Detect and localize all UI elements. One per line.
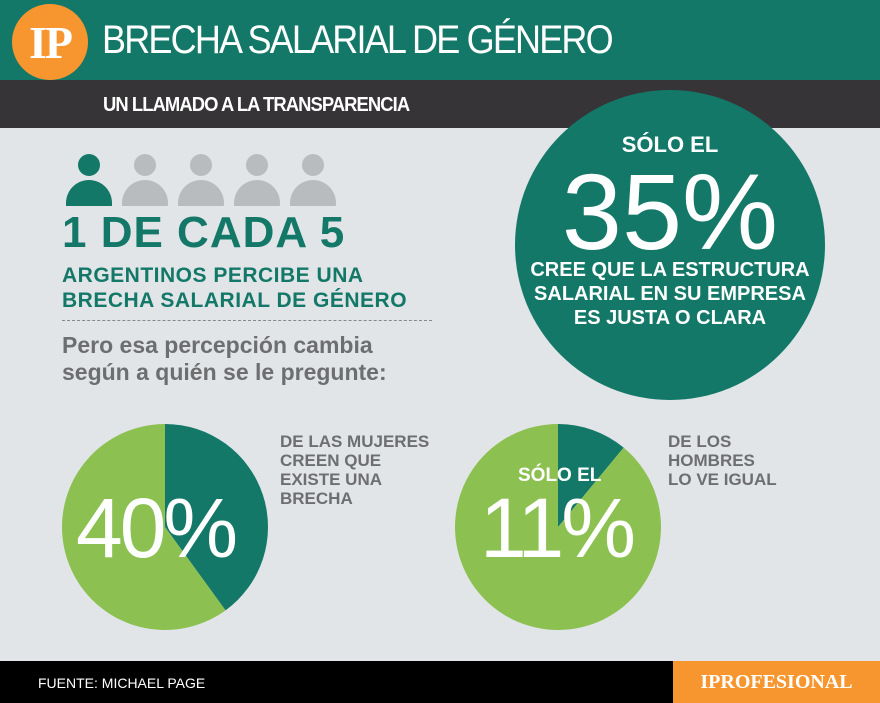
caption-line: CREEN QUE — [280, 451, 382, 470]
pie-men-prefix: SÓLO EL — [518, 465, 602, 486]
pie-women-label: 40% — [76, 481, 238, 575]
pie-1-slice-0 — [558, 424, 624, 527]
pie-men-caption: DE LOS HOMBRES LO VE IGUAL — [668, 432, 777, 489]
person-icon — [178, 154, 224, 208]
ip-logo: IP — [12, 4, 88, 80]
circle-line: SALARIAL EN SU EMPRESA — [534, 283, 806, 305]
circle-line: CREE QUE LA ESTRUCTURA — [530, 259, 810, 281]
brand-logo: IPROFESIONAL — [673, 661, 880, 703]
circle-text: CREE QUE LA ESTRUCTURA SALARIAL EN SU EM… — [515, 258, 825, 330]
page-subtitle: UN LLAMADO A LA TRANSPARENCIA — [103, 94, 410, 116]
note-line: según a quién se le pregunte: — [62, 359, 387, 385]
caption-line: LO VE IGUAL — [668, 470, 777, 489]
header-bar — [0, 0, 880, 80]
caption-line: BRECHA — [280, 489, 353, 508]
circle-value: 35% — [561, 151, 779, 272]
stat-circle: SÓLO EL 35% CREE QUE LA ESTRUCTURA SALAR… — [515, 90, 825, 400]
pie-0-slice-0 — [165, 423, 269, 611]
caption-line: EXISTE UNA — [280, 470, 383, 489]
page-title: BRECHA SALARIAL DE GÉNERO — [102, 18, 614, 62]
source-text: FUENTE: MICHAEL PAGE — [38, 675, 206, 691]
person-icon — [122, 154, 168, 208]
pie-0-slice-1 — [62, 424, 226, 630]
person-icon — [290, 154, 336, 208]
caption-line: DE LOS — [668, 432, 732, 451]
pie-1-slice-1 — [454, 424, 661, 630]
people-icons — [66, 154, 336, 208]
desc-line: ARGENTINOS PERCIBE UNA — [62, 264, 364, 287]
circle-prefix: SÓLO EL — [621, 132, 719, 157]
perception-note: Pero esa percepción cambia según a quién … — [62, 332, 387, 386]
headline-description: ARGENTINOS PERCIBE UNA BRECHA SALARIAL DE… — [62, 263, 407, 313]
person-icon — [234, 154, 280, 208]
person-icon — [66, 154, 112, 208]
desc-line: BRECHA SALARIAL DE GÉNERO — [62, 289, 408, 312]
circle-line: ES JUSTA O CLARA — [573, 307, 767, 329]
pie-men-label: 11% — [480, 481, 636, 575]
caption-line: HOMBRES — [668, 451, 755, 470]
caption-line: DE LAS MUJERES — [280, 432, 430, 451]
pie-women-caption: DE LAS MUJERES CREEN QUE EXISTE UNA BREC… — [280, 432, 429, 508]
note-line: Pero esa percepción cambia — [62, 332, 373, 358]
headline-stat: 1 DE CADA 5 — [62, 208, 346, 257]
divider — [62, 320, 432, 321]
